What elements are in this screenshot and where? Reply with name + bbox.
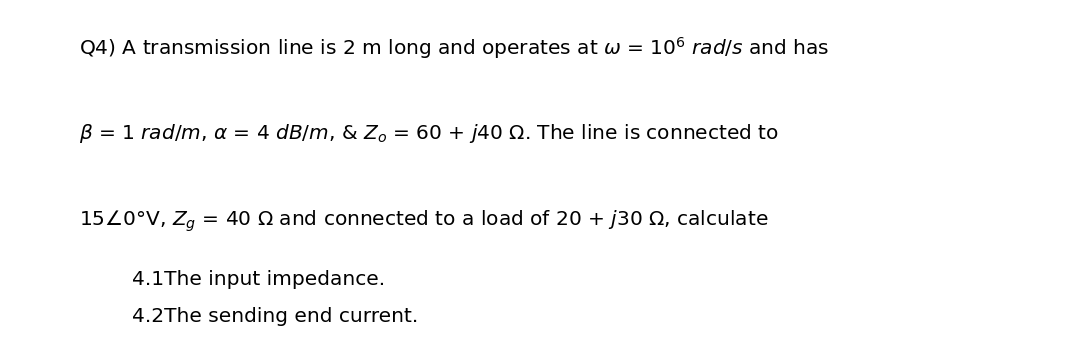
Text: 4.1The input impedance.: 4.1The input impedance. [132, 270, 384, 288]
Text: $\beta$ = 1 $rad/m$, $\alpha$ = 4 $dB/m$, & $Z_o$ = 60 + $j$40 Ω. The line is co: $\beta$ = 1 $rad/m$, $\alpha$ = 4 $dB/m$… [79, 122, 779, 145]
Text: Q4) A transmission line is 2 m long and operates at $\omega$ = 10$^6$ $rad/s$ an: Q4) A transmission line is 2 m long and … [79, 36, 829, 61]
Text: 4.2The sending end current.: 4.2The sending end current. [132, 307, 418, 326]
Text: 15∠0°V, $Z_g$ = 40 Ω and connected to a load of 20 + $j$30 Ω, calculate: 15∠0°V, $Z_g$ = 40 Ω and connected to a … [79, 208, 768, 234]
